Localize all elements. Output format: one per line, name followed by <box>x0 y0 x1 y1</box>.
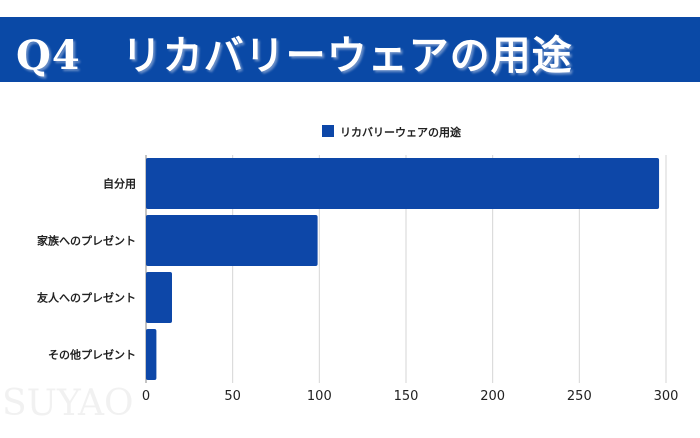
bar <box>146 329 157 380</box>
legend-label: リカバリーウェアの用途 <box>340 125 462 139</box>
title-banner: Q4 リカバリーウェアの用途 <box>0 17 700 82</box>
chart-title: Q4 リカバリーウェアの用途 <box>16 32 573 79</box>
watermark-logo: SUYAO <box>2 383 134 424</box>
bar <box>146 272 172 323</box>
x-tick-label: 0 <box>142 389 150 404</box>
x-tick-label: 200 <box>480 389 505 404</box>
bar <box>146 215 318 266</box>
x-tick-label: 150 <box>394 389 419 404</box>
category-label: 友人へのプレゼント <box>37 291 136 305</box>
bar <box>146 158 660 209</box>
category-label: 家族へのプレゼント <box>37 234 136 248</box>
category-label: その他プレゼント <box>48 348 136 362</box>
x-tick-label: 50 <box>224 389 241 404</box>
x-tick-label: 300 <box>654 389 679 404</box>
category-label: 自分用 <box>103 177 136 191</box>
legend-swatch <box>322 125 334 137</box>
x-tick-label: 100 <box>307 389 332 404</box>
x-tick-label: 250 <box>567 389 592 404</box>
